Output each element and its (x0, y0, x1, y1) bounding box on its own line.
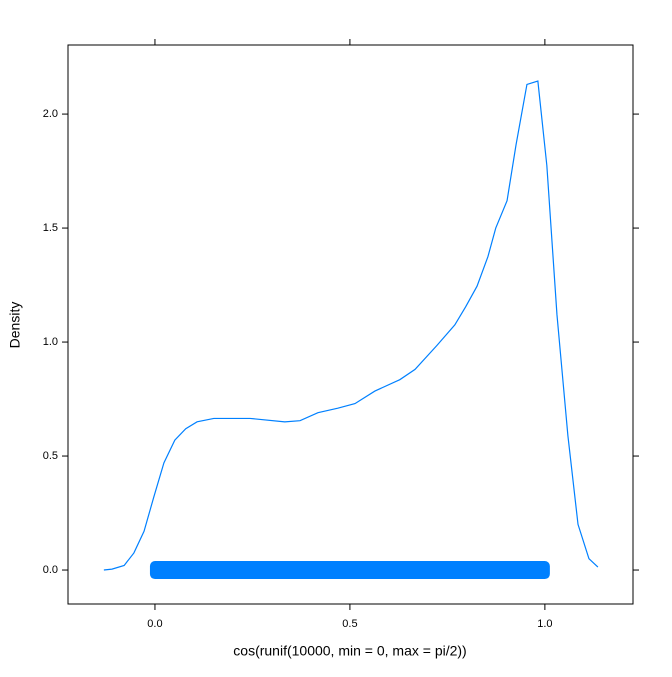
x-tick-label: 1.0 (537, 618, 552, 630)
y-tick-label: 0.0 (43, 564, 58, 576)
y-tick-label: 2.0 (43, 108, 58, 120)
y-tick-label: 1.5 (43, 222, 58, 234)
y-axis-label: Density (7, 302, 23, 349)
density-line (103, 80, 599, 571)
rug-points (149, 561, 550, 580)
panel-border (67, 44, 634, 605)
x-tick-label: 0.5 (342, 618, 357, 630)
y-tick-label: 0.5 (43, 450, 58, 462)
x-axis-label: cos(runif(10000, min = 0, max = pi/2)) (233, 643, 466, 659)
y-tick-label: 1.0 (43, 336, 58, 348)
x-tick-label: 0.0 (147, 618, 162, 630)
